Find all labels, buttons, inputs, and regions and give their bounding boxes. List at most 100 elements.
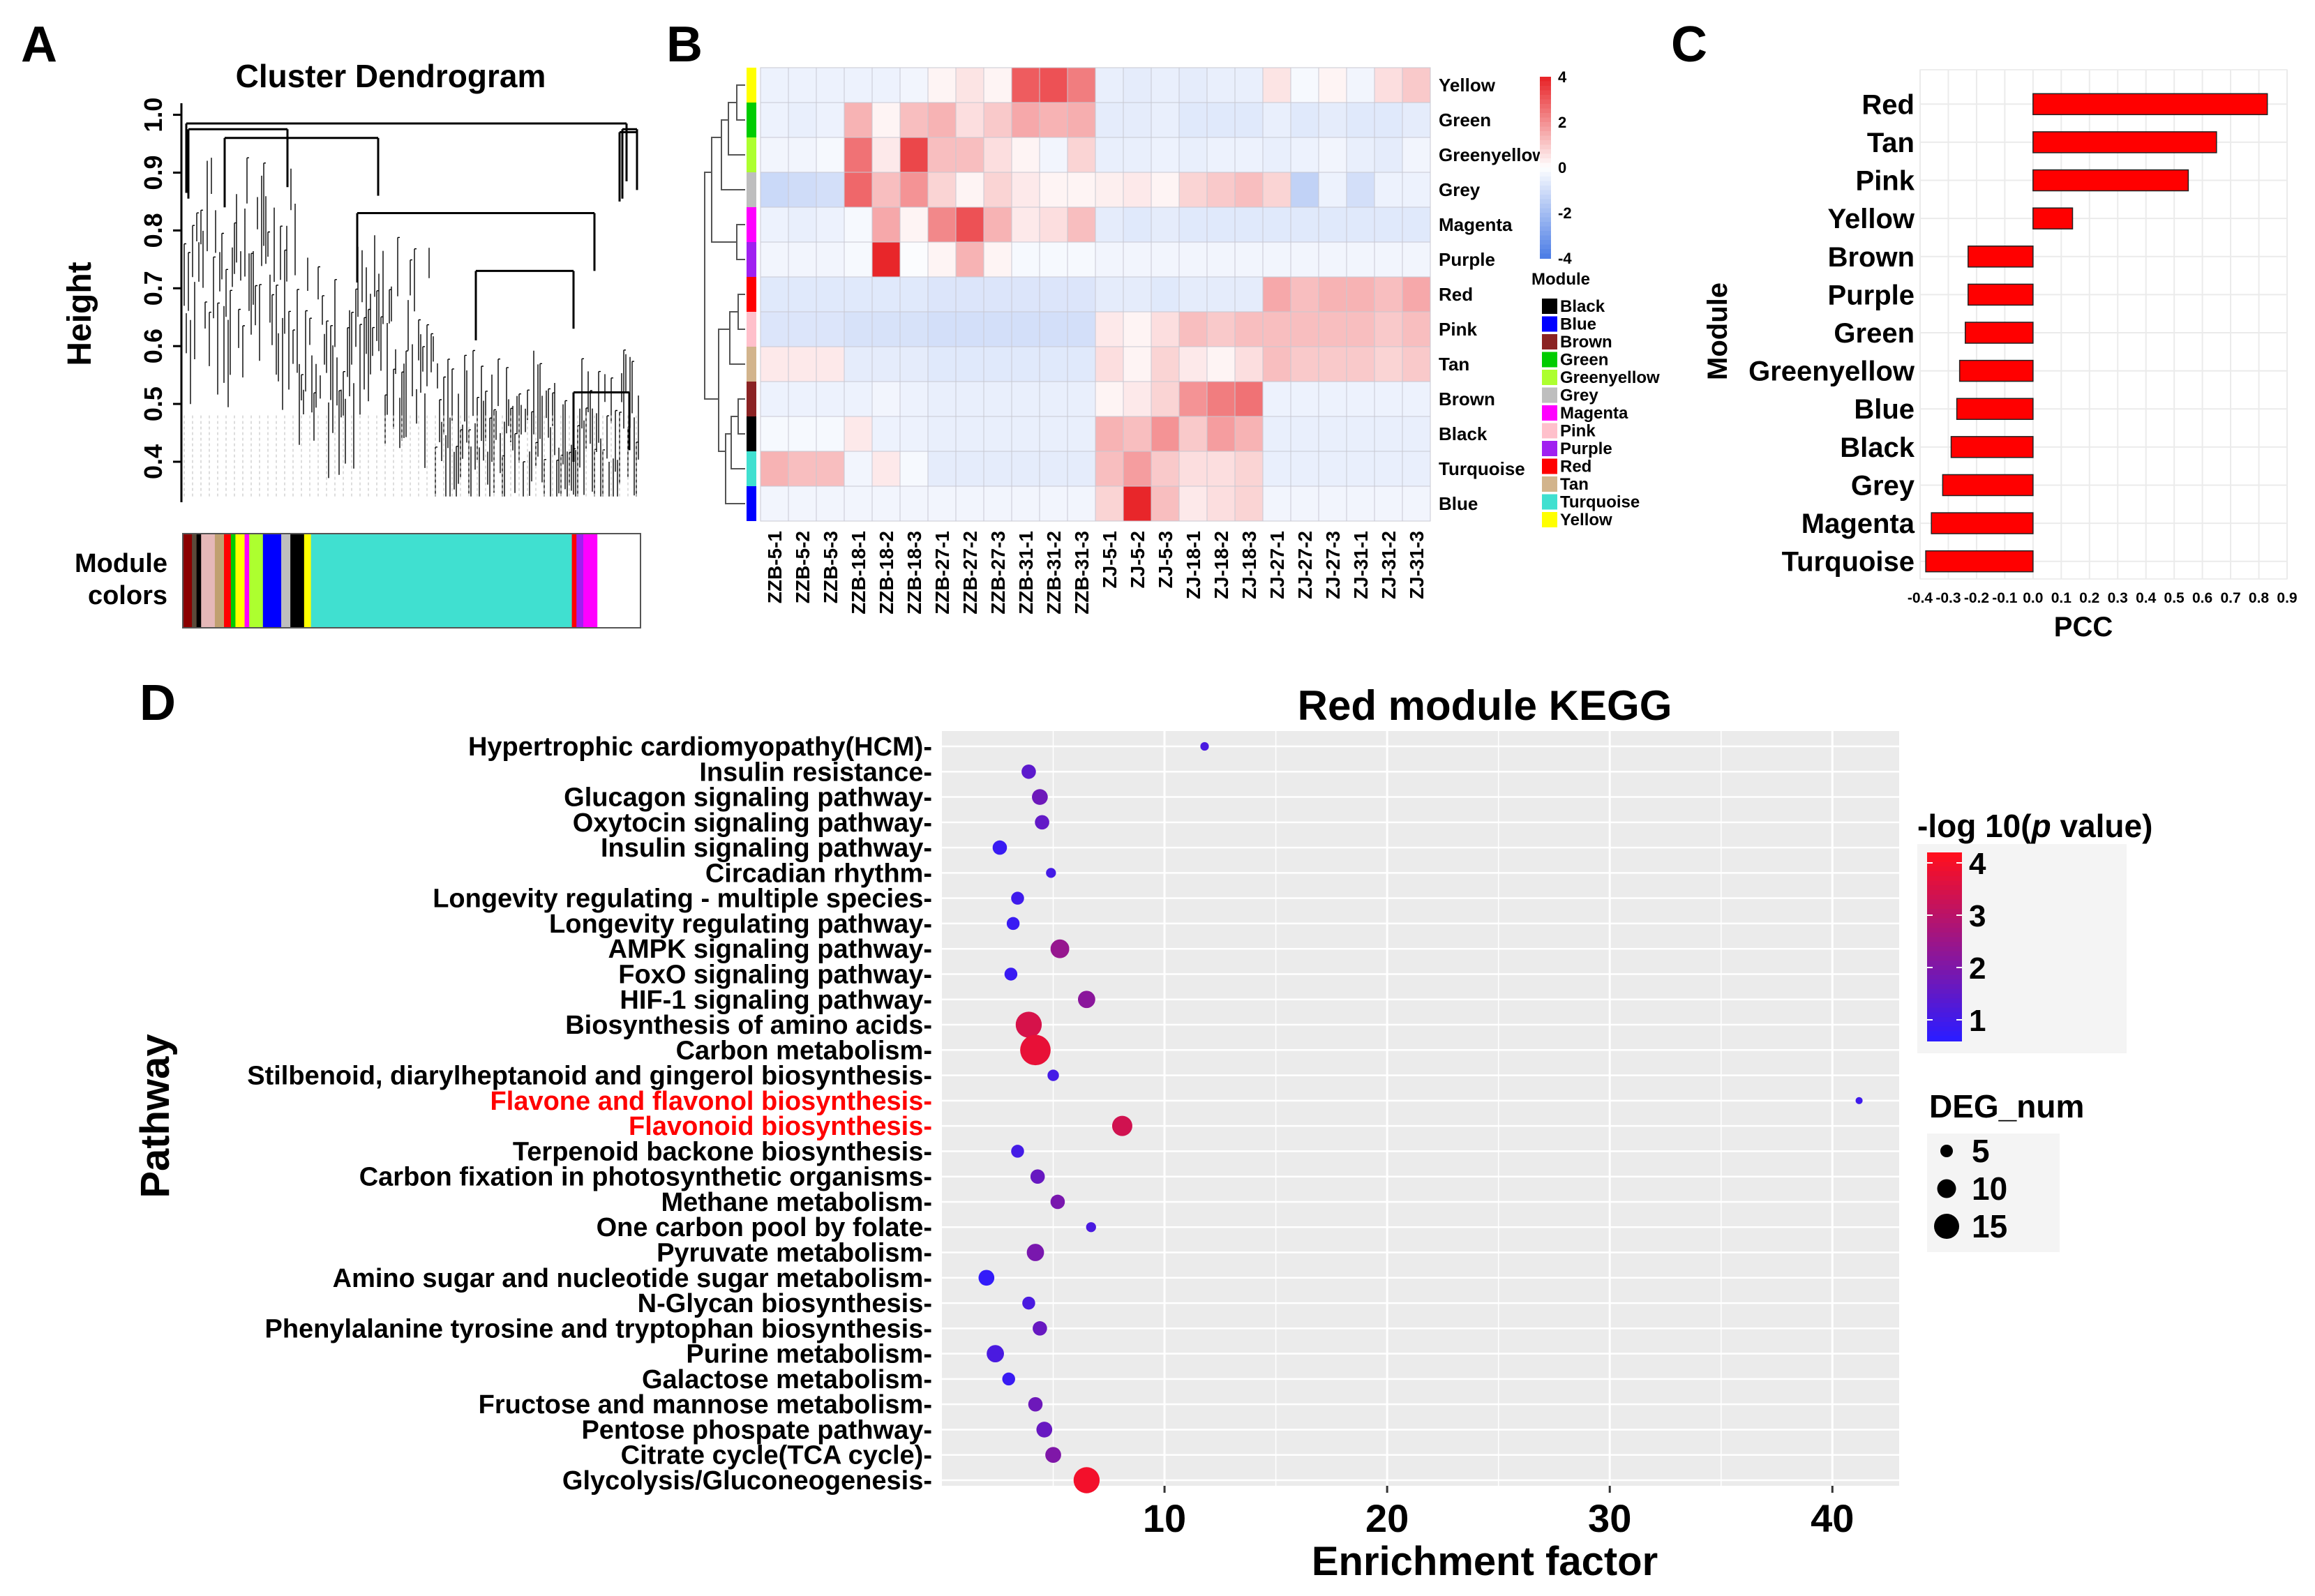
scale-step (1540, 172, 1551, 177)
pvalue-scale-step (1927, 909, 1962, 914)
heatmap-cell (1178, 206, 1208, 243)
kegg-pathway-name: Insulin resistance (699, 758, 923, 787)
heatmap-column-label: ZZB-27-2 (959, 531, 981, 615)
heatmap-cell (871, 485, 901, 522)
heatmap-cell (955, 102, 984, 138)
heatmap-cell (760, 311, 789, 347)
pcc-y-label: Module (1702, 283, 1733, 380)
pcc-category-label: Black (1840, 432, 1915, 463)
heatmap-cell (844, 276, 873, 313)
kegg-point (1021, 764, 1036, 779)
pcc-category-label: Pink (1856, 166, 1915, 197)
heatmap-cell (1346, 346, 1375, 382)
row-dendrogram-branch (731, 416, 745, 469)
heatmap-cell (1095, 346, 1124, 382)
pvalue-scale-step (1927, 885, 1962, 891)
module-legend-swatch (1542, 476, 1557, 492)
heatmap-legend-title: Module (1531, 270, 1590, 289)
kegg-tick-dash: - (923, 1112, 932, 1141)
kegg-pathway-label: Carbon fixation in photosynthetic organi… (359, 1163, 932, 1192)
module-color-segment (183, 534, 193, 628)
heatmap-cell (760, 485, 789, 522)
kegg-x-tick-label: 30 (1588, 1496, 1631, 1540)
scale-step (1540, 213, 1551, 218)
heatmap-cell (844, 451, 873, 487)
heatmap-column-label: ZJ-31-3 (1406, 531, 1428, 599)
dendrogram-y-ticks: 1.0 0.9 0.8 0.7 0.6 0.5 0.4 (139, 98, 181, 479)
pcc-category-label: Brown (1828, 242, 1915, 273)
heatmap-cell (1374, 206, 1403, 243)
pvalue-scale-step (1927, 913, 1962, 919)
heatmap-cell (1067, 137, 1096, 173)
heatmap-cell (1402, 311, 1431, 347)
heatmap-cell (816, 137, 845, 173)
kegg-tick-dash: - (923, 884, 932, 914)
heatmap-cell (1039, 451, 1068, 487)
pvalue-scale-step (1927, 979, 1962, 985)
heatmap-cell (844, 137, 873, 173)
row-dendrogram-branch (704, 172, 719, 400)
module-colors-bar (183, 534, 598, 628)
heatmap-cell (927, 451, 957, 487)
kegg-x-tick-label: 20 (1365, 1496, 1409, 1540)
kegg-pathway-name: N-Glycan biosynthesis (638, 1289, 924, 1318)
pcc-category-label: Turquoise (1782, 547, 1915, 578)
pcc-bar (1925, 550, 2034, 573)
heatmap-cell (1262, 451, 1291, 487)
pvalue-legend-title: -log 10(p value) (1917, 808, 2152, 844)
kegg-pathway-label: Flavone and flavonol biosynthesis- (490, 1087, 932, 1116)
pcc-bar (2032, 131, 2217, 153)
heatmap-cell (1178, 485, 1208, 522)
pvalue-tick-label: 1 (1969, 1004, 1986, 1038)
heatmap-column-label: ZJ-27-3 (1322, 531, 1344, 599)
heatmap-cell (816, 451, 845, 487)
kegg-dot-plot: 10 20 30 40 Hypertrophic cardiomyopathy(HCM)… (247, 731, 1899, 1540)
kegg-pathway-label: Stilbenoid, diarylheptanoid and gingerol… (247, 1062, 932, 1091)
kegg-pathway-name: Flavonoid biosynthesis (629, 1112, 923, 1141)
kegg-pathway-label: Terpenoid backone biosynthesis- (513, 1137, 932, 1166)
heatmap-cell (955, 206, 984, 243)
heatmap-cell (1039, 346, 1068, 382)
heatmap-cell (955, 67, 984, 103)
heatmap-cell (1067, 485, 1096, 522)
heatmap-cell (1346, 276, 1375, 313)
heatmap-cell (1234, 276, 1264, 313)
heatmap-cell (983, 67, 1012, 103)
heatmap-cell (899, 241, 929, 278)
heatmap-cell (983, 416, 1012, 452)
dendrogram-leaves (183, 157, 639, 497)
pcc-category-label: Greenyellow (1748, 356, 1915, 387)
heatmap-cell (760, 67, 789, 103)
heatmap-cell (1318, 67, 1347, 103)
kegg-pathway-label: Carbon metabolism- (676, 1036, 932, 1065)
heatmap-cell (955, 346, 984, 382)
dendrogram-tree (183, 122, 639, 497)
heatmap-cell (983, 311, 1012, 347)
kegg-point (1111, 1115, 1132, 1136)
heatmap-column-label: ZJ-27-2 (1294, 531, 1316, 599)
kegg-point (1855, 1097, 1863, 1104)
module-color-segment (244, 534, 250, 628)
heatmap-cell (1346, 137, 1375, 173)
heatmap-cell (1346, 172, 1375, 208)
scale-tick-label: 2 (1558, 114, 1566, 131)
module-color-segment (583, 534, 598, 628)
heatmap-cell (1067, 346, 1096, 382)
kegg-pathway-name: Circadian rhythm (705, 859, 924, 888)
heatmap-cell (1374, 172, 1403, 208)
deg-size-label: 15 (1972, 1208, 2007, 1244)
heatmap-cell (1011, 276, 1040, 313)
heatmap-cell (1178, 451, 1208, 487)
kegg-tick-dash: - (923, 834, 932, 863)
heatmap-cell (899, 276, 929, 313)
heatmap-cell (1123, 67, 1152, 103)
row-module-color (747, 207, 756, 242)
heatmap-cell (1095, 102, 1124, 138)
kegg-pathway-label: Purine metabolism- (686, 1340, 932, 1369)
heatmap-cell (1011, 416, 1040, 452)
heatmap-cell (1290, 67, 1319, 103)
kegg-pathway-name: Longevity regulating - multiple species (433, 884, 923, 914)
heatmap-cell (788, 485, 817, 522)
heatmap-cell (871, 416, 901, 452)
heatmap-cell (844, 346, 873, 382)
